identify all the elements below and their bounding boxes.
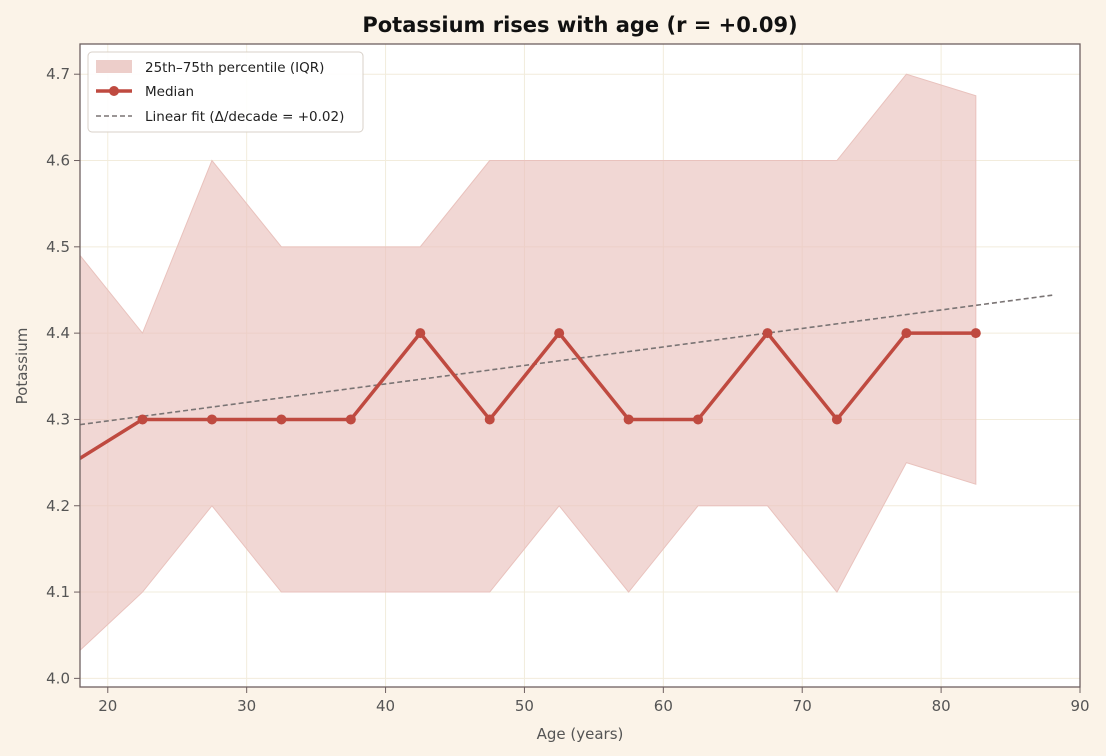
median-point (831, 414, 842, 425)
x-tick-label: 70 (793, 697, 812, 715)
median-point (345, 414, 356, 425)
median-point (762, 328, 773, 339)
x-axis: 20 30 40 50 60 70 80 90 (98, 687, 1090, 715)
legend-median-marker (109, 86, 119, 96)
y-tick-label: 4.2 (46, 497, 70, 515)
x-tick-label: 80 (932, 697, 951, 715)
legend-box (87, 51, 364, 133)
y-tick-label: 4.7 (46, 65, 70, 83)
median-point (901, 328, 912, 339)
fit-layer (79, 294, 1053, 426)
y-tick-label: 4.6 (46, 152, 70, 170)
legend-iqr-swatch (96, 60, 132, 73)
x-tick-label: 40 (376, 697, 395, 715)
y-tick-label: 4.3 (46, 410, 70, 428)
x-tick-label: 60 (654, 697, 673, 715)
legend-fit-label: Linear fit (Δ/decade = +0.02) (145, 109, 344, 125)
median-line (80, 331, 976, 461)
y-tick-label: 4.4 (46, 324, 70, 342)
y-tick-label: 4.1 (46, 583, 70, 601)
median-point (970, 328, 981, 339)
iqr-band-layer (80, 73, 977, 652)
plot-frame (79, 43, 1081, 688)
y-axis-label: Potassium (13, 328, 31, 405)
x-tick-label: 20 (98, 697, 117, 715)
legend-iqr-label: 25th–75th percentile (IQR) (145, 60, 324, 76)
median-point (415, 328, 426, 339)
median-point (206, 414, 217, 425)
median-point (276, 414, 287, 425)
median-point (693, 414, 704, 425)
linear-fit-line (79, 294, 1053, 426)
y-tick-label: 4.0 (46, 669, 70, 687)
x-tick-label: 50 (515, 697, 534, 715)
y-tick-label: 4.5 (46, 238, 70, 256)
median-point (554, 328, 565, 339)
y-axis: 4.0 4.1 4.2 4.3 4.4 4.5 4.6 4.7 (46, 65, 80, 687)
x-axis-label: Age (years) (537, 725, 624, 743)
median-point (623, 414, 634, 425)
median-point (137, 414, 148, 425)
median-layer (80, 328, 981, 461)
iqr-band (80, 73, 977, 652)
legend: 25th–75th percentile (IQR) Median Linear… (87, 51, 364, 133)
legend-median-label: Median (145, 84, 194, 100)
chart-title: Potassium rises with age (r = +0.09) (362, 13, 797, 37)
x-tick-label: 90 (1070, 697, 1089, 715)
median-point (484, 414, 495, 425)
x-tick-label: 30 (237, 697, 256, 715)
